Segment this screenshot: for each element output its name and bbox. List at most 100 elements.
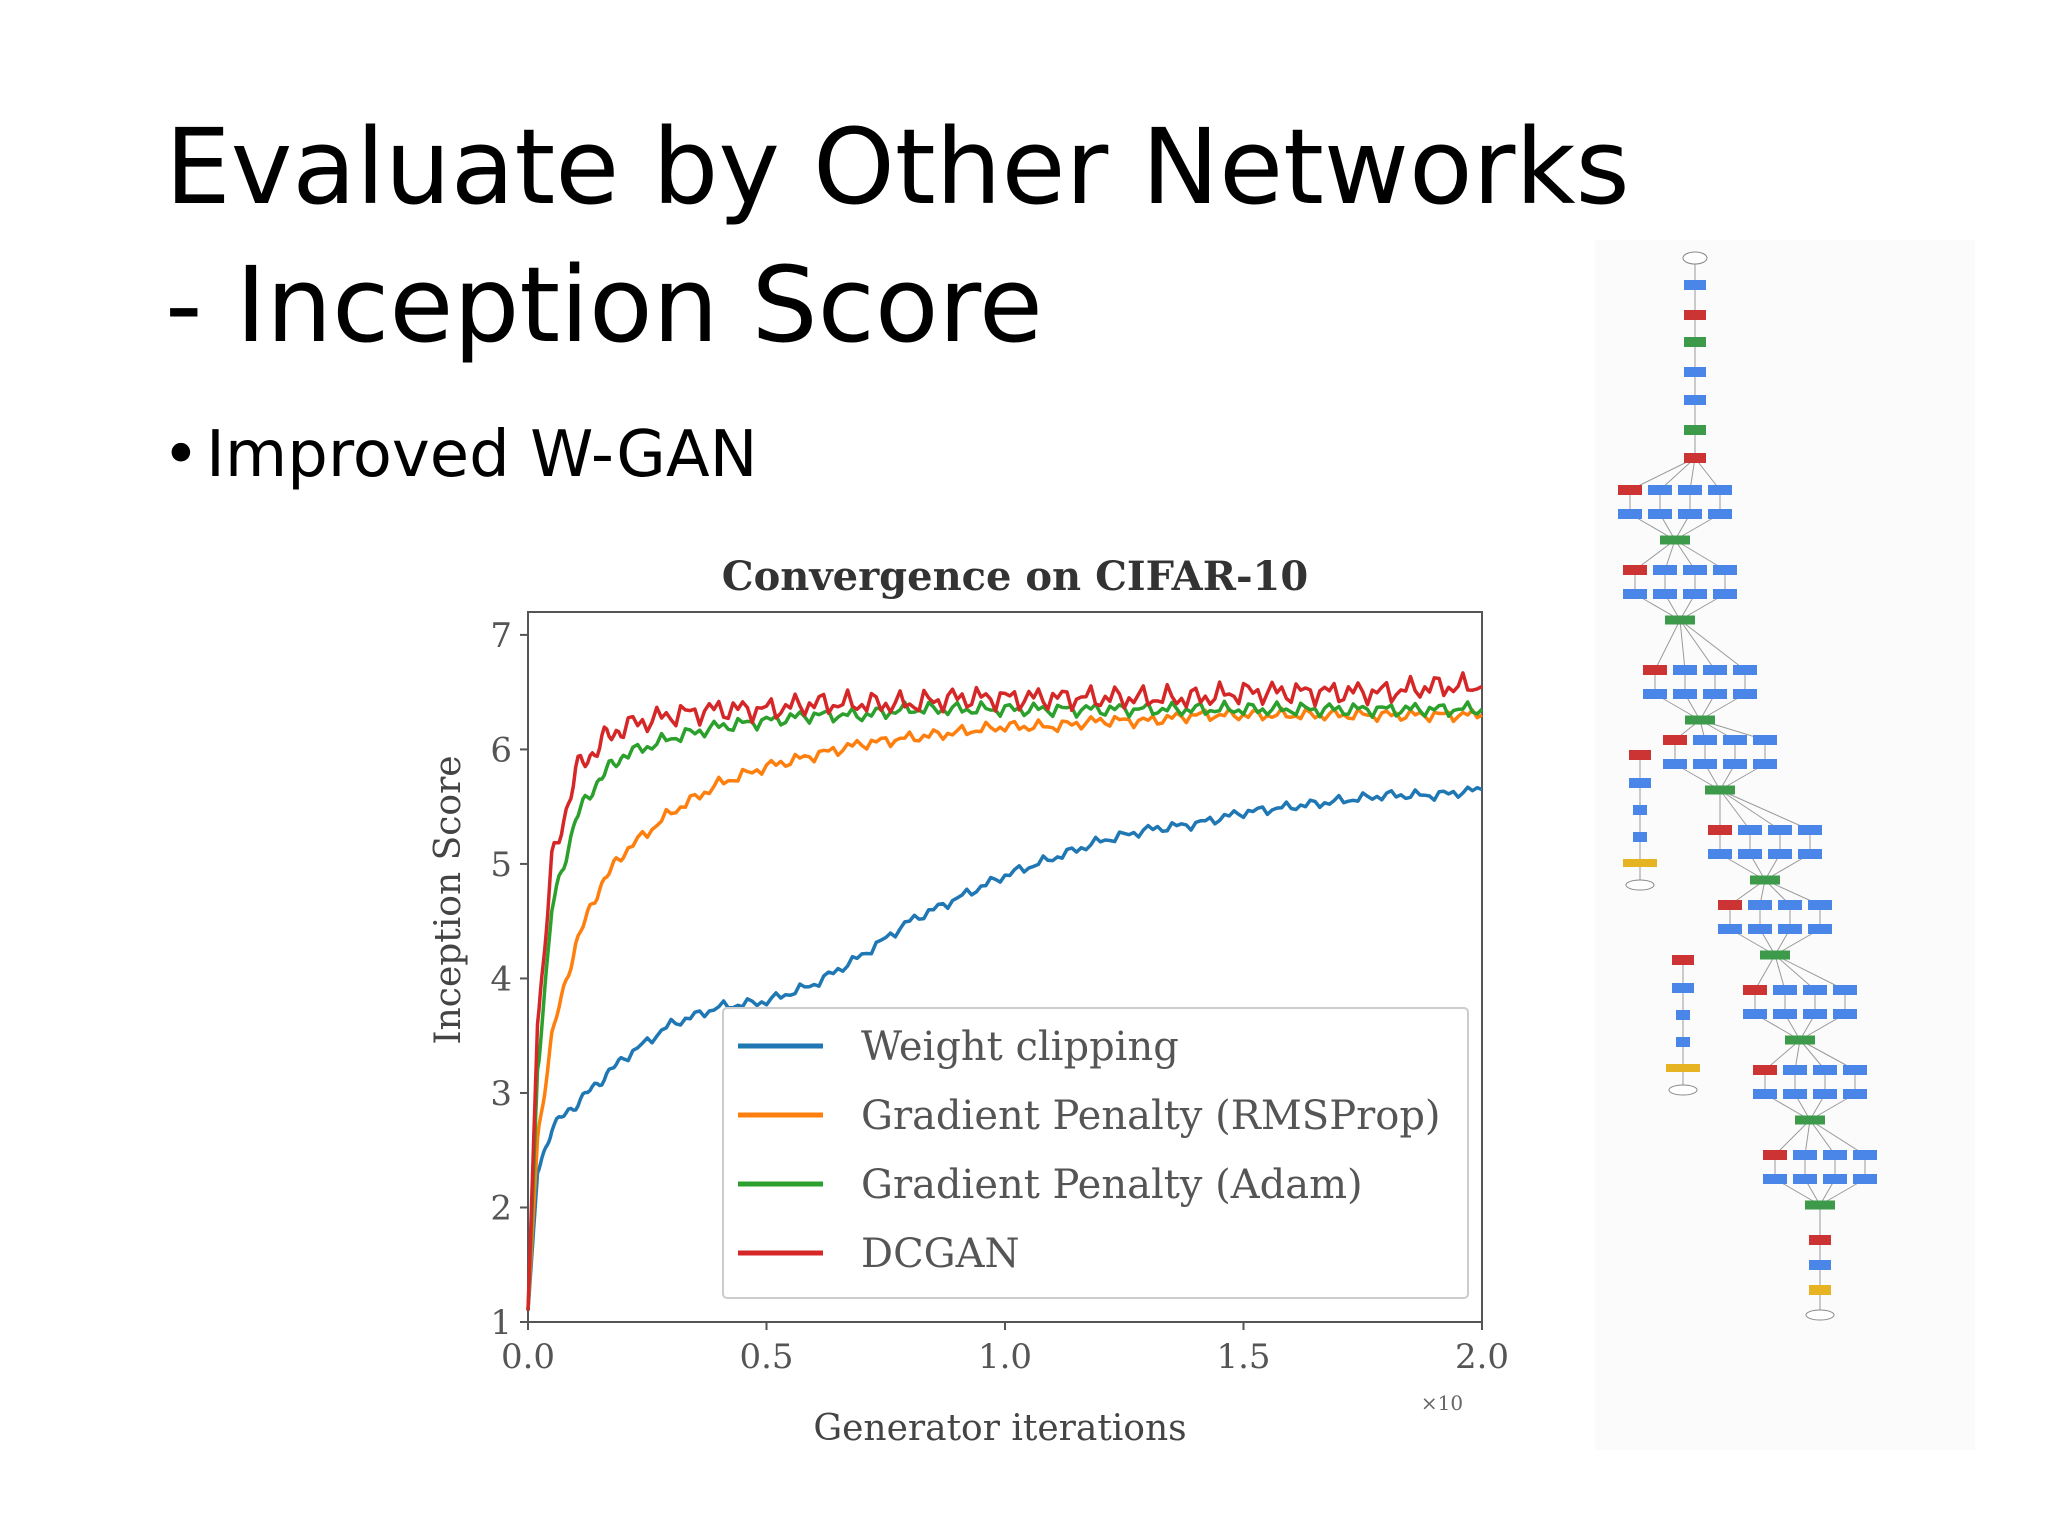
concat-node bbox=[1660, 535, 1690, 545]
aux-classifier-node bbox=[1672, 983, 1694, 993]
concat-node bbox=[1795, 1115, 1825, 1125]
inception-branch-node bbox=[1743, 985, 1767, 995]
chart-y-axis-label: Inception Score bbox=[428, 755, 469, 1044]
inception-branch-node bbox=[1738, 825, 1762, 835]
inception-branch-node bbox=[1823, 1174, 1847, 1184]
inception-branch-node bbox=[1808, 924, 1832, 934]
diagram-edge bbox=[1774, 954, 1816, 991]
x-tick-label: 1.5 bbox=[1216, 1337, 1270, 1377]
aux-classifier-node bbox=[1629, 750, 1651, 760]
inception-branch-node bbox=[1833, 985, 1857, 995]
inception-branch-node bbox=[1773, 1009, 1797, 1019]
stem-layer-node bbox=[1684, 310, 1706, 320]
stem-layer-node bbox=[1684, 425, 1706, 435]
inception-branch-node bbox=[1648, 485, 1672, 495]
diagram-edge bbox=[1659, 457, 1696, 491]
inception-branch-node bbox=[1733, 665, 1757, 675]
inception-branch-node bbox=[1803, 985, 1827, 995]
aux-output-node bbox=[1625, 879, 1655, 891]
convergence-chart: Convergence on CIFAR-10 Inception Score … bbox=[428, 553, 1509, 1449]
inception-branch-node bbox=[1663, 759, 1687, 769]
aux-classifier-node bbox=[1672, 955, 1694, 965]
y-tick-label: 7 bbox=[490, 616, 512, 656]
slide-title: Evaluate by Other Networks - Inception S… bbox=[165, 98, 1630, 374]
inception-branch-node bbox=[1683, 589, 1707, 599]
inception-branch-node bbox=[1763, 1174, 1787, 1184]
concat-node bbox=[1785, 1035, 1815, 1045]
legend-label: DCGAN bbox=[861, 1231, 1020, 1277]
diagram-edge bbox=[1774, 954, 1786, 991]
inception-branch-node bbox=[1713, 565, 1737, 575]
inception-branch-node bbox=[1748, 900, 1772, 910]
inception-branch-node bbox=[1753, 735, 1777, 745]
diagram-edge bbox=[1679, 619, 1686, 671]
inception-branch-node bbox=[1753, 1089, 1777, 1099]
chart-legend: Weight clipping Gradient Penalty (RMSProp… bbox=[722, 1007, 1469, 1299]
classifier-node bbox=[1809, 1285, 1831, 1295]
inception-branch-node bbox=[1808, 900, 1832, 910]
x-tick-label: 0.0 bbox=[501, 1337, 555, 1377]
bullet-text: Improved W-GAN bbox=[206, 418, 758, 492]
inception-branch-node bbox=[1693, 735, 1717, 745]
inception-branch-node bbox=[1653, 565, 1677, 575]
inception-branch-node bbox=[1708, 825, 1732, 835]
inception-branch-node bbox=[1853, 1174, 1877, 1184]
inception-branch-node bbox=[1708, 849, 1732, 859]
aux-softmax-node bbox=[1623, 859, 1657, 867]
diagram-edge bbox=[1694, 457, 1721, 491]
diagram-edge bbox=[1809, 1119, 1866, 1156]
series-line-weight-clipping bbox=[526, 785, 1483, 1311]
inception-branch-node bbox=[1618, 509, 1642, 519]
inception-branch-node bbox=[1718, 900, 1742, 910]
output-node bbox=[1805, 1309, 1835, 1321]
chart-x-multiplier: ×10 bbox=[1421, 1391, 1463, 1415]
inception-branch-node bbox=[1768, 849, 1792, 859]
inception-branch-node bbox=[1793, 1174, 1817, 1184]
inception-branch-node bbox=[1783, 1065, 1807, 1075]
inception-branch-node bbox=[1753, 759, 1777, 769]
inception-branch-node bbox=[1843, 1065, 1867, 1075]
diagram-edge bbox=[1719, 789, 1751, 831]
y-tick-label: 6 bbox=[490, 730, 512, 770]
bullet-dot: • bbox=[162, 418, 200, 492]
concat-node bbox=[1805, 1200, 1835, 1210]
diagram-nodes bbox=[1618, 251, 1877, 1321]
inception-branch-node bbox=[1718, 924, 1742, 934]
concat-node bbox=[1750, 875, 1780, 885]
inception-branch-node bbox=[1713, 589, 1737, 599]
x-tick-label: 2.0 bbox=[1455, 1337, 1509, 1377]
diagram-edge bbox=[1679, 619, 1746, 671]
inception-network-diagram bbox=[1595, 240, 1975, 1450]
inception-branch-node bbox=[1653, 589, 1677, 599]
inception-branch-node bbox=[1738, 849, 1762, 859]
inception-branch-node bbox=[1778, 900, 1802, 910]
chart-x-axis-label: Generator iterations bbox=[813, 1408, 1186, 1449]
inception-branch-node bbox=[1733, 689, 1757, 699]
bullet-item: •Improved W-GAN bbox=[162, 418, 758, 492]
inception-branch-node bbox=[1708, 485, 1732, 495]
inception-branch-node bbox=[1798, 825, 1822, 835]
diagram-edge bbox=[1804, 1119, 1811, 1156]
stem-layer-node bbox=[1684, 367, 1706, 377]
inception-branch-node bbox=[1813, 1065, 1837, 1075]
legend-label: Gradient Penalty (Adam) bbox=[861, 1162, 1363, 1208]
inception-branch-node bbox=[1783, 1089, 1807, 1099]
aux-classifier-node bbox=[1676, 1010, 1690, 1020]
inception-branch-node bbox=[1618, 485, 1642, 495]
series-line-dcgan bbox=[526, 671, 1483, 1311]
diagram-edge bbox=[1774, 1119, 1811, 1156]
inception-branch-node bbox=[1673, 665, 1697, 675]
stem-layer-node bbox=[1684, 337, 1706, 347]
x-tick-label: 1.0 bbox=[978, 1337, 1032, 1377]
inception-branch-node bbox=[1678, 485, 1702, 495]
legend-label: Weight clipping bbox=[861, 1024, 1179, 1070]
inception-branch-node bbox=[1763, 1150, 1787, 1160]
inception-branch-node bbox=[1643, 689, 1667, 699]
inception-branch-node bbox=[1753, 1065, 1777, 1075]
y-tick-label: 4 bbox=[490, 959, 512, 999]
inception-branch-node bbox=[1663, 735, 1687, 745]
classifier-node bbox=[1809, 1235, 1831, 1245]
inception-branch-node bbox=[1833, 1009, 1857, 1019]
inception-branch-node bbox=[1743, 1009, 1767, 1019]
aux-output-node bbox=[1668, 1084, 1698, 1096]
